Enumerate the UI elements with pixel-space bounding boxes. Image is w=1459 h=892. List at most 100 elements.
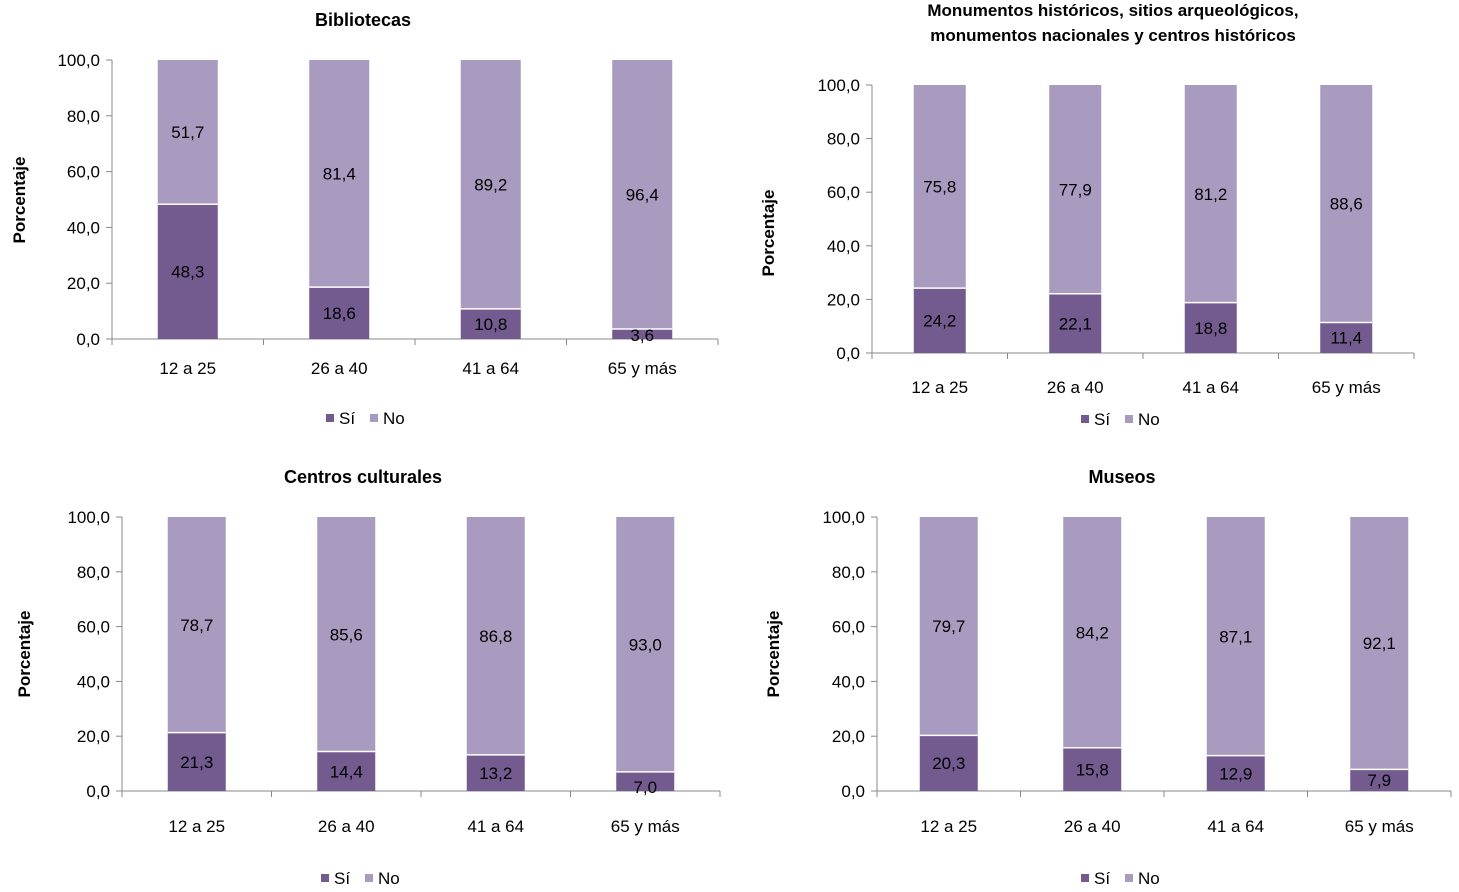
bar-si: [157, 204, 218, 339]
x-tick-label: 26 a 40: [1047, 378, 1104, 397]
bar-si: [1206, 755, 1265, 791]
y-tick-label: 100,0: [817, 76, 860, 95]
bar-si: [616, 771, 675, 791]
x-tick-label: 65 y más: [1345, 817, 1414, 836]
data-label-no: 77,9: [1059, 180, 1092, 199]
chart-museos: Museos Porcentaje 0,0 20,0 40,0 60,0 80,0 100,0…: [764, 467, 1452, 888]
y-tick-label: 20,0: [77, 727, 110, 746]
data-label-no: 96,4: [626, 185, 659, 204]
legend: Sí No: [321, 869, 400, 888]
x-tick-label: 41 a 64: [1207, 817, 1264, 836]
bar-no: [1206, 517, 1265, 756]
y-tick-label: 80,0: [827, 130, 860, 149]
data-label-si: 7,0: [633, 778, 657, 797]
bar-no: [460, 60, 521, 309]
y-tick-label: 40,0: [827, 237, 860, 256]
data-label-no: 86,8: [479, 627, 512, 646]
y-tick-label: 0,0: [836, 344, 860, 363]
chart-monumentos: Monumentos históricos, sitios arqueológi…: [759, 1, 1415, 429]
bar-no: [466, 517, 525, 755]
chart-title: Centros culturales: [284, 467, 442, 487]
chart-title-line2: monumentos nacionales y centros históric…: [930, 26, 1296, 45]
chart-panel-museos: Museos Porcentaje 0,0 20,0 40,0 60,0 80,0 100,0…: [729, 443, 1459, 888]
chart-centros-culturales: Centros culturales Porcentaje 0,0 20,0 40,0 6…: [15, 467, 721, 888]
data-label-no: 51,7: [171, 123, 204, 142]
data-label-si: 48,3: [171, 263, 204, 282]
data-label-no: 89,2: [474, 175, 507, 194]
y-tick-label: 60,0: [827, 183, 860, 202]
x-tick-label: 26 a 40: [318, 817, 375, 836]
legend-swatch-si: [1081, 874, 1089, 882]
y-tick-label: 0,0: [841, 782, 865, 801]
x-tick-label: 41 a 64: [1182, 378, 1239, 397]
bar-no: [1320, 85, 1373, 323]
bar-si: [1049, 293, 1102, 353]
y-tick-label: 20,0: [832, 727, 865, 746]
data-label-no: 81,2: [1194, 185, 1227, 204]
bar-si: [1320, 322, 1373, 353]
data-label-si: 24,2: [923, 312, 956, 331]
x-tick-label: 26 a 40: [311, 359, 368, 378]
legend-label-si: Sí: [334, 869, 350, 887]
data-label-no: 78,7: [180, 616, 213, 635]
chart-title: Museos: [1088, 467, 1155, 487]
y-tick-label: 0,0: [76, 330, 100, 349]
bar-no: [1350, 517, 1409, 770]
bar-si: [460, 308, 521, 339]
y-tick-label: 100,0: [67, 508, 110, 527]
legend-swatch-no: [1125, 874, 1133, 882]
legend-swatch-no: [1125, 415, 1133, 423]
bar-no: [317, 517, 376, 752]
data-label-si: 15,8: [1076, 760, 1109, 779]
bar-no: [167, 517, 226, 733]
legend-swatch-si: [321, 874, 329, 882]
x-tick-label: 65 y más: [611, 817, 680, 836]
y-tick-label: 40,0: [67, 218, 100, 237]
legend-label-no: No: [1138, 410, 1160, 429]
y-tick-label: 80,0: [67, 107, 100, 126]
legend-swatch-si: [326, 414, 334, 422]
legend-label-no: No: [1138, 869, 1160, 887]
y-tick-label: 0,0: [86, 782, 110, 801]
bar-no: [616, 517, 675, 772]
data-label-si: 11,4: [1330, 329, 1362, 348]
data-label-no: 84,2: [1076, 623, 1109, 642]
bar-no: [309, 60, 370, 288]
data-label-si: 18,6: [323, 304, 356, 323]
data-label-si: 20,3: [932, 754, 965, 773]
legend-label-si: Sí: [1094, 410, 1110, 429]
legend: Sí No: [1081, 410, 1160, 429]
legend: Sí No: [1081, 869, 1160, 888]
y-tick-label: 100,0: [822, 508, 865, 527]
x-tick-label: 12 a 25: [920, 817, 977, 836]
y-tick-label: 20,0: [67, 274, 100, 293]
x-tick-label: 12 a 25: [911, 378, 968, 397]
y-axis-label: Porcentaje: [764, 611, 783, 698]
bar-si: [612, 328, 673, 339]
bar-no: [913, 85, 966, 289]
x-tick-label: 65 y más: [1312, 378, 1381, 397]
bar-si: [1184, 302, 1237, 353]
y-tick-label: 80,0: [77, 563, 110, 582]
chart-title: Bibliotecas: [315, 10, 411, 30]
x-tick-label: 12 a 25: [159, 359, 216, 378]
legend-label-no: No: [383, 409, 405, 428]
chart-title: Monumentos históricos, sitios arqueológi…: [927, 1, 1298, 20]
y-axis-label: Porcentaje: [15, 611, 34, 698]
bar-no: [157, 60, 218, 205]
bar-si: [309, 287, 370, 339]
bar-si: [913, 288, 966, 353]
y-tick-label: 60,0: [67, 163, 100, 182]
bar-no: [1184, 85, 1237, 303]
data-label-no: 93,0: [629, 635, 662, 654]
x-tick-label: 41 a 64: [467, 817, 524, 836]
legend-swatch-no: [365, 874, 373, 882]
bar-no: [1049, 85, 1102, 294]
y-tick-label: 40,0: [77, 672, 110, 691]
bar-si: [919, 735, 978, 791]
legend-swatch-si: [1081, 415, 1089, 423]
legend-label-si: Sí: [339, 409, 355, 428]
y-tick-label: 20,0: [827, 290, 860, 309]
data-label-si: 7,9: [1367, 771, 1391, 790]
data-label-si: 14,4: [330, 762, 363, 781]
